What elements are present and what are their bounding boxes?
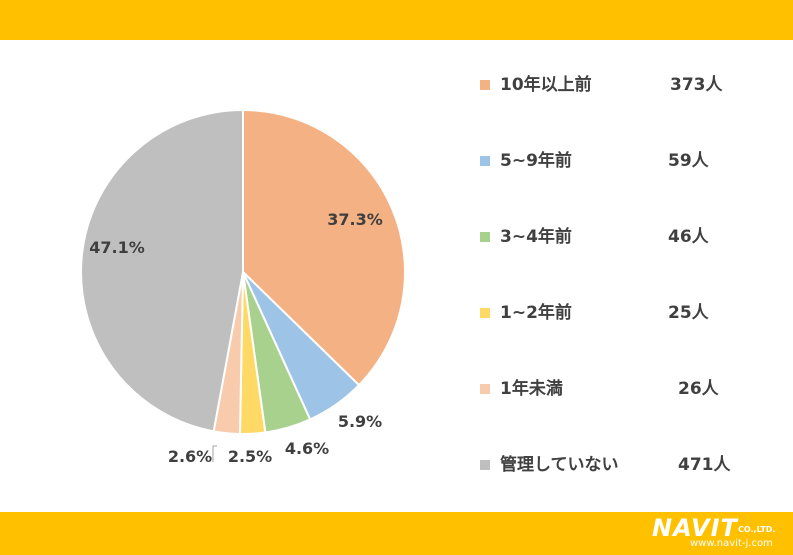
legend-label: 3~4年前 [500,227,572,247]
leader-line [212,445,217,462]
bottom-band [0,512,793,555]
legend-count: 59人 [668,151,709,171]
legend-label: 1年未満 [500,379,563,399]
legend-label: 管理していない [500,455,619,475]
legend-count: 46人 [668,227,709,247]
data-label: 2.6% [168,447,212,466]
legend-count: 373人 [670,75,723,95]
logo-url: www.navit-j.com [690,538,773,549]
legend-swatch [480,308,490,318]
logo-suffix: CO.,LTD. [738,525,776,534]
logo-wordmark: NAVIT [652,514,738,542]
pie-slice [80,108,244,433]
legend-label: 1~2年前 [500,303,572,323]
data-label: 4.6% [285,439,329,458]
legend-count: 25人 [668,303,709,323]
top-band [0,0,793,40]
legend-swatch [480,384,490,394]
legend-swatch [480,156,490,166]
legend-label: 10年以上前 [500,75,592,95]
legend-swatch [480,232,490,242]
legend-count: 471人 [678,455,731,475]
data-label: 2.5% [228,447,272,466]
legend-swatch [480,460,490,470]
legend-swatch [480,80,490,90]
data-label: 47.1% [89,238,145,257]
navit-logo: NAVIT CO.,LTD. www.navit-j.com [652,514,787,552]
legend-label: 5~9年前 [500,151,572,171]
data-label: 37.3% [327,210,383,229]
data-label: 5.9% [338,412,382,431]
legend-count: 26人 [678,379,719,399]
pie-slice [242,108,406,387]
pie-chart: 37.3% 5.9% 4.6% 2.5% 2.6% 47.1% [80,108,406,466]
